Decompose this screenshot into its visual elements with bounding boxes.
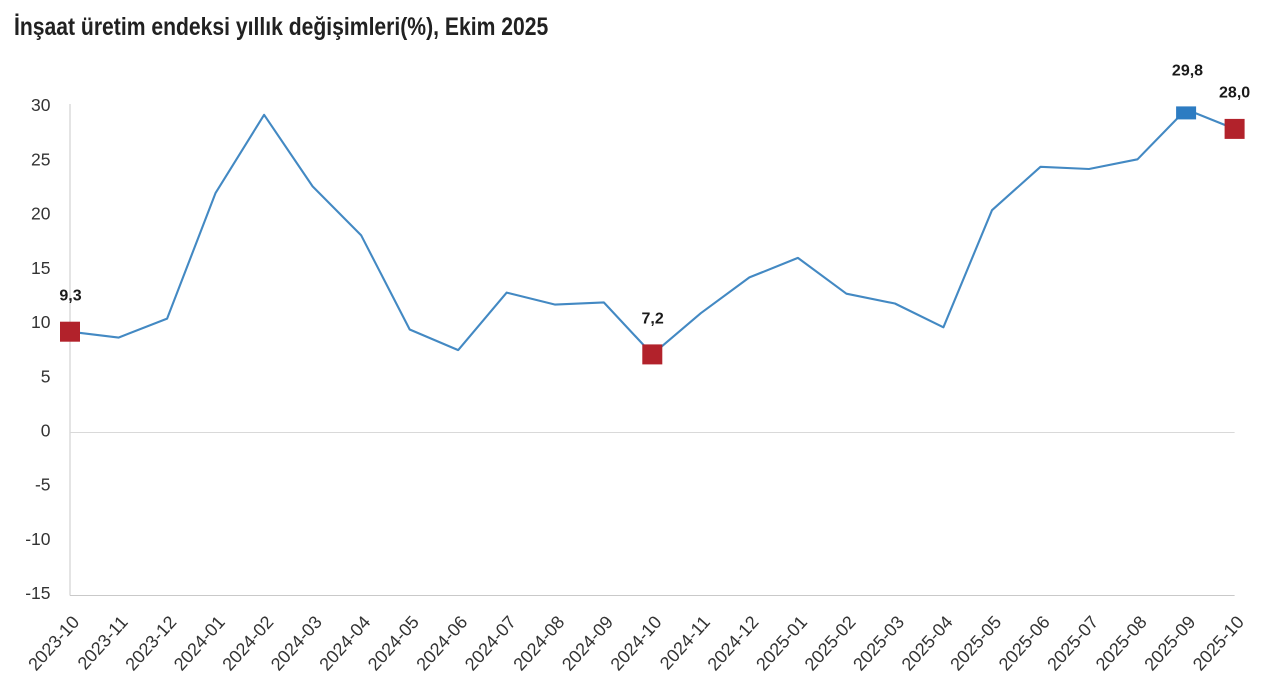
svg-text:2024-10: 2024-10: [607, 612, 666, 674]
svg-text:2024-08: 2024-08: [509, 612, 568, 674]
svg-text:0: 0: [41, 421, 51, 441]
svg-text:29,8: 29,8: [1172, 63, 1203, 80]
svg-text:2024-09: 2024-09: [558, 612, 617, 674]
svg-text:20: 20: [31, 204, 51, 224]
svg-text:2025-08: 2025-08: [1092, 612, 1151, 674]
svg-text:2024-07: 2024-07: [461, 612, 520, 674]
svg-text:2024-01: 2024-01: [170, 612, 229, 674]
svg-text:2024-04: 2024-04: [315, 612, 374, 674]
svg-text:2025-09: 2025-09: [1140, 612, 1199, 674]
svg-text:2025-07: 2025-07: [1043, 612, 1102, 674]
svg-text:2025-02: 2025-02: [801, 612, 860, 674]
svg-text:2023-11: 2023-11: [74, 612, 132, 673]
svg-text:30: 30: [31, 95, 51, 115]
svg-text:5: 5: [41, 366, 51, 386]
svg-text:2023-12: 2023-12: [121, 612, 180, 674]
svg-text:2025-03: 2025-03: [849, 612, 908, 674]
svg-text:7,2: 7,2: [641, 310, 663, 327]
svg-text:25: 25: [31, 149, 50, 169]
svg-text:2025-01: 2025-01: [752, 612, 811, 674]
svg-text:2025-06: 2025-06: [995, 612, 1054, 674]
svg-text:2024-12: 2024-12: [704, 612, 763, 674]
svg-text:2025-04: 2025-04: [898, 612, 957, 674]
svg-text:-10: -10: [25, 529, 51, 549]
svg-text:2024-06: 2024-06: [412, 612, 471, 674]
svg-text:2024-02: 2024-02: [218, 612, 277, 674]
svg-text:2025-05: 2025-05: [946, 612, 1005, 674]
svg-text:2024-11: 2024-11: [656, 612, 714, 673]
svg-text:2024-03: 2024-03: [267, 612, 326, 674]
svg-text:2025-10: 2025-10: [1189, 612, 1248, 674]
svg-text:28,0: 28,0: [1219, 85, 1250, 102]
svg-text:9,3: 9,3: [59, 287, 81, 304]
svg-text:10: 10: [31, 312, 51, 332]
svg-text:15: 15: [31, 258, 50, 278]
svg-text:-15: -15: [25, 583, 50, 603]
svg-text:-5: -5: [35, 475, 51, 495]
svg-text:2024-05: 2024-05: [364, 612, 423, 674]
svg-text:2023-10: 2023-10: [24, 612, 83, 674]
